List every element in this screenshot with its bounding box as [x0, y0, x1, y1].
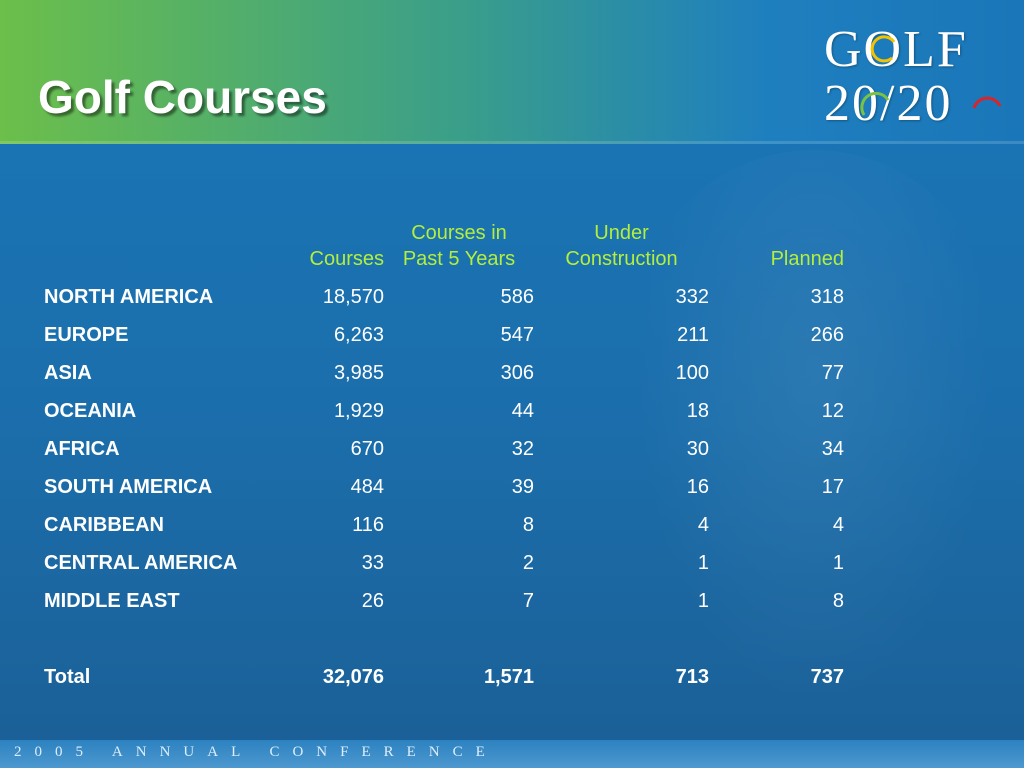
logo-line2: 20/20	[824, 75, 953, 132]
past5-cell: 8	[522, 513, 534, 536]
table-row: AFRICA 670 32 30 34	[44, 430, 844, 468]
page-title: Golf Courses	[38, 71, 327, 123]
region-cell: OCEANIA	[44, 399, 137, 422]
courses-cell: 6,263	[333, 323, 384, 346]
table-row: MIDDLE EAST 26 7 1 8	[44, 582, 844, 620]
planned-cell: 12	[821, 399, 844, 422]
under-cell: 100	[675, 361, 709, 384]
header-past-5-years: Courses in Past 5 Years	[384, 212, 534, 278]
region-cell: EUROPE	[44, 323, 129, 346]
past5-cell: 306	[500, 361, 534, 384]
region-cell: SOUTH AMERICA	[44, 475, 213, 498]
courses-cell: 116	[352, 513, 384, 536]
table-row: CENTRAL AMERICA 33 2 1 1	[44, 544, 844, 582]
table-spacer-row	[44, 620, 844, 658]
title-band	[0, 0, 1024, 144]
courses-cell: 670	[350, 437, 384, 460]
table-row: ASIA 3,985 306 100 77	[44, 354, 844, 392]
past5-cell: 39	[511, 475, 534, 498]
total-label-cell: Total	[44, 665, 91, 688]
region-cell: MIDDLE EAST	[44, 589, 180, 612]
logo-rings-icon	[860, 35, 1002, 116]
logo-line1: GOLF	[824, 21, 968, 78]
header-region	[44, 212, 294, 278]
under-cell: 211	[677, 323, 709, 346]
table-row: CARIBBEAN 116 8 4 4	[44, 506, 844, 544]
footer-conference-text: 2005 ANNUAL CONFERENCE	[14, 744, 498, 760]
header-past5-line1: Courses in	[411, 222, 507, 244]
header-under-line1: Under	[594, 222, 649, 244]
region-cell: CENTRAL AMERICA	[44, 551, 238, 574]
region-cell: AFRICA	[44, 437, 120, 460]
region-cell: ASIA	[44, 361, 92, 384]
table-header-row: Courses Courses in Past 5 Years Under Co…	[44, 212, 844, 278]
table-row: NORTH AMERICA 18,570 586 332 318	[44, 278, 844, 316]
courses-cell: 18,570	[322, 285, 384, 308]
header-under-construction: Under Construction	[534, 212, 709, 278]
table-row: OCEANIA 1,929 44 18 12	[44, 392, 844, 430]
header-past5-line2: Past 5 Years	[402, 248, 516, 270]
planned-cell: 1	[832, 551, 844, 574]
header-planned: Planned	[709, 212, 844, 278]
table-total-row: Total 32,076 1,571 713 737	[44, 658, 844, 696]
courses-cell: 3,985	[333, 361, 384, 384]
planned-cell: 266	[810, 323, 844, 346]
table-row: SOUTH AMERICA 484 39 16 17	[44, 468, 844, 506]
courses-cell: 26	[361, 589, 384, 612]
planned-cell: 77	[821, 361, 844, 384]
under-cell: 4	[697, 513, 709, 536]
planned-cell: 8	[832, 589, 844, 612]
region-cell: CARIBBEAN	[44, 513, 164, 536]
header-courses-label: Courses	[309, 248, 384, 270]
footer-bar: 2005 ANNUAL CONFERENCE	[0, 740, 1024, 768]
under-cell: 1	[697, 551, 709, 574]
spacer-cell	[44, 620, 844, 658]
planned-cell: 17	[821, 475, 844, 498]
planned-cell: 4	[832, 513, 844, 536]
past5-cell: 44	[511, 399, 534, 422]
header-courses: Courses	[294, 212, 384, 278]
total-under-cell: 713	[675, 665, 709, 688]
planned-cell: 318	[810, 285, 844, 308]
past5-cell: 7	[522, 589, 534, 612]
under-cell: 18	[686, 399, 709, 422]
under-cell: 332	[675, 285, 709, 308]
header-under-line2: Construction	[565, 248, 678, 270]
header-planned-label: Planned	[770, 248, 844, 270]
total-past5-cell: 1,571	[483, 665, 534, 688]
under-cell: 30	[686, 437, 709, 460]
total-planned-cell: 737	[810, 665, 844, 688]
region-cell: NORTH AMERICA	[44, 285, 214, 308]
golf-2020-logo: GOLF 20/20	[824, 20, 1009, 132]
past5-cell: 32	[511, 437, 534, 460]
golf-courses-table: Courses Courses in Past 5 Years Under Co…	[44, 212, 844, 696]
under-cell: 16	[686, 475, 709, 498]
total-courses-cell: 32,076	[322, 665, 384, 688]
past5-cell: 586	[500, 285, 534, 308]
golfer-silhouette	[634, 150, 994, 710]
planned-cell: 34	[821, 437, 844, 460]
table-row: EUROPE 6,263 547 211 266	[44, 316, 844, 354]
courses-cell: 484	[350, 475, 384, 498]
courses-cell: 1,929	[333, 399, 384, 422]
past5-cell: 2	[522, 551, 534, 574]
past5-cell: 547	[500, 323, 534, 346]
courses-cell: 33	[361, 551, 384, 574]
under-cell: 1	[697, 589, 709, 612]
